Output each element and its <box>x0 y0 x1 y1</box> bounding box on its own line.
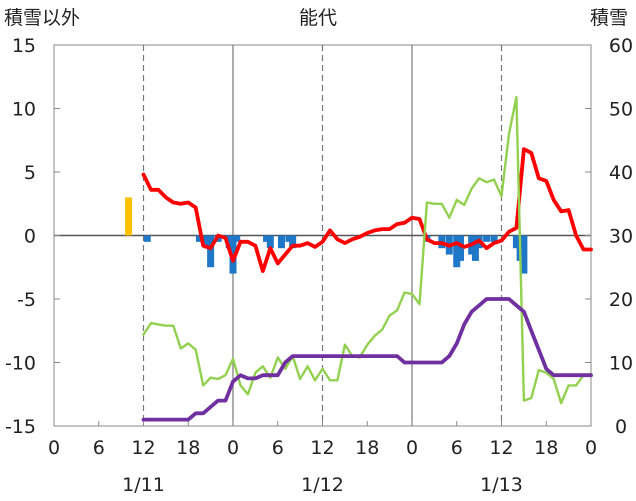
date-label: 1/11 <box>122 474 165 496</box>
bar <box>471 235 479 261</box>
left-tick-label: -10 <box>5 353 36 375</box>
bar <box>203 235 211 249</box>
bar <box>195 235 203 242</box>
bar <box>207 235 215 268</box>
right-tick-label: 50 <box>609 99 633 121</box>
bar <box>263 235 271 242</box>
x-tick-label: 6 <box>272 437 284 459</box>
left-tick-label: -5 <box>17 289 36 311</box>
series-line <box>142 95 593 405</box>
series-line <box>141 297 593 422</box>
left-tick-label: 5 <box>24 162 36 184</box>
bar <box>453 235 461 268</box>
left-tick-label: -15 <box>5 416 36 438</box>
x-tick-label: 6 <box>451 437 463 459</box>
bar <box>285 235 293 242</box>
x-tick-label: 0 <box>48 437 60 459</box>
bar <box>229 235 237 274</box>
right-tick-label: 10 <box>609 353 633 375</box>
x-tick-label: 0 <box>227 437 239 459</box>
x-tick-label: 0 <box>406 437 418 459</box>
right-axis-label: 積雪 <box>590 7 628 29</box>
bar <box>143 235 151 242</box>
left-axis-label: 積雪以外 <box>4 7 80 29</box>
bar <box>266 235 274 249</box>
bar <box>125 197 133 236</box>
left-tick-label: 15 <box>12 35 36 57</box>
bar <box>225 235 233 249</box>
right-tick-label: 30 <box>609 226 633 248</box>
left-tick-label: 10 <box>12 99 36 121</box>
bar <box>490 235 498 242</box>
right-tick-label: 0 <box>615 416 627 438</box>
x-tick-label: 18 <box>355 437 379 459</box>
date-label: 1/12 <box>301 474 344 496</box>
bar <box>456 235 464 261</box>
right-tick-label: 40 <box>609 162 633 184</box>
x-tick-label: 0 <box>585 437 597 459</box>
bar <box>483 235 491 242</box>
chart-title: 能代 <box>299 7 337 29</box>
date-label: 1/13 <box>480 474 523 496</box>
x-tick-label: 18 <box>534 437 558 459</box>
right-tick-label: 20 <box>609 289 633 311</box>
x-tick-label: 12 <box>131 437 155 459</box>
bar <box>512 235 520 249</box>
series-line <box>141 147 593 274</box>
left-tick-label: 0 <box>24 226 36 248</box>
right-tick-label: 60 <box>609 35 633 57</box>
bar <box>520 235 528 274</box>
x-tick-label: 12 <box>489 437 513 459</box>
bar <box>277 235 285 249</box>
x-tick-label: 6 <box>93 437 105 459</box>
x-tick-label: 18 <box>176 437 200 459</box>
bar <box>233 235 241 242</box>
bar <box>289 235 297 249</box>
x-tick-label: 12 <box>310 437 334 459</box>
